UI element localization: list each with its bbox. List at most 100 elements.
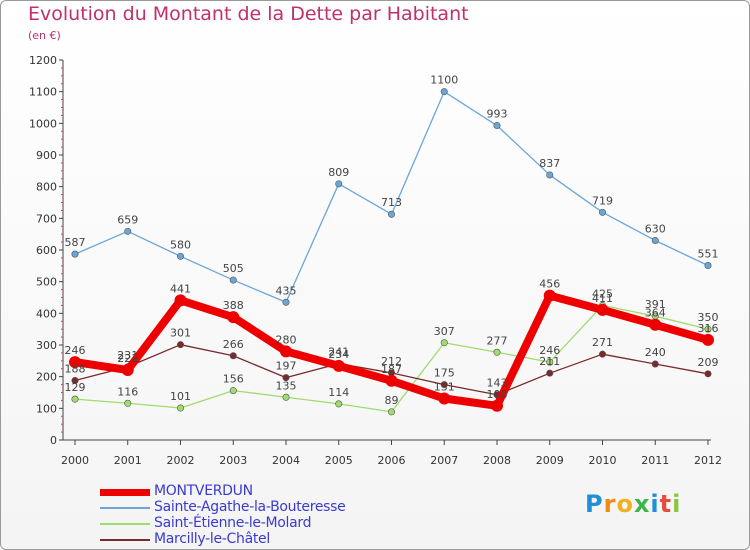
data-label: 156 (223, 373, 244, 386)
data-point (598, 350, 606, 358)
legend-swatch (100, 507, 150, 509)
data-label: 837 (539, 157, 560, 170)
data-point (596, 303, 609, 316)
data-point (438, 392, 451, 405)
x-tick-label: 2011 (641, 454, 669, 467)
legend-label: Sainte-Agathe-la-Bouteresse (154, 499, 346, 515)
x-tick-label: 2001 (114, 454, 142, 467)
data-point (229, 276, 237, 284)
data-label: 246 (65, 344, 86, 357)
data-label: 209 (698, 356, 719, 369)
data-label: 659 (117, 213, 138, 226)
data-label: 388 (223, 299, 244, 312)
logo-letter: o (616, 490, 634, 518)
y-tick-label: 1200 (29, 54, 57, 67)
logo-letter: t (659, 490, 673, 518)
data-label: 719 (592, 194, 613, 207)
data-point (229, 387, 237, 395)
data-label: 116 (117, 385, 138, 398)
data-point (546, 171, 554, 179)
data-point (440, 339, 448, 347)
data-point (282, 393, 290, 401)
data-label: 129 (65, 381, 86, 394)
data-point (229, 352, 237, 360)
data-point (385, 374, 398, 387)
data-label: 441 (170, 282, 191, 295)
y-tick-label: 900 (36, 149, 57, 162)
logo-letter: i (650, 490, 660, 518)
x-tick-label: 2009 (536, 454, 564, 467)
data-label: 241 (328, 346, 349, 359)
data-label: 234 (328, 348, 349, 361)
data-label: 175 (434, 367, 455, 380)
y-tick-label: 800 (36, 181, 57, 194)
data-label: 350 (698, 311, 719, 324)
data-point (651, 237, 659, 245)
x-tick-label: 2004 (272, 454, 300, 467)
data-point (227, 311, 240, 324)
data-point (702, 333, 714, 346)
data-label: 1100 (430, 74, 458, 87)
data-label: 713 (381, 196, 402, 209)
data-label: 131 (434, 381, 455, 394)
data-point (280, 345, 292, 358)
data-label: 435 (276, 284, 297, 297)
data-point (440, 88, 448, 96)
data-point (69, 356, 81, 369)
data-label: 456 (539, 278, 560, 291)
data-point (177, 252, 185, 260)
data-label: 809 (328, 166, 349, 179)
legend-swatch (100, 539, 150, 541)
data-label: 108 (487, 388, 508, 401)
data-point (121, 364, 134, 377)
data-point (335, 400, 343, 408)
data-label: 587 (65, 236, 86, 249)
data-label: 188 (65, 362, 86, 375)
data-label: 211 (539, 355, 560, 368)
data-label: 135 (276, 379, 297, 392)
y-tick-label: 1100 (29, 86, 57, 99)
x-tick-label: 2012 (694, 454, 722, 467)
data-label: 505 (223, 262, 244, 275)
data-label: 301 (170, 327, 191, 340)
data-point (387, 408, 395, 416)
data-label: 101 (170, 390, 191, 403)
data-point (704, 370, 712, 378)
data-label: 89 (385, 394, 399, 407)
y-tick-label: 600 (36, 244, 57, 257)
data-label: 212 (381, 355, 402, 368)
data-label: 246 (539, 344, 560, 357)
data-point (491, 399, 503, 412)
data-point (543, 289, 556, 302)
data-label: 993 (487, 108, 508, 121)
data-point (282, 374, 290, 382)
data-point (332, 359, 345, 372)
chart-title: Evolution du Montant de la Dette par Hab… (28, 3, 469, 25)
data-point (546, 358, 554, 366)
data-label: 630 (645, 223, 666, 236)
y-tick-label: 400 (36, 307, 57, 320)
data-label: 280 (276, 333, 297, 346)
data-label: 411 (592, 292, 613, 305)
data-label: 240 (645, 346, 666, 359)
logo-letter: P (585, 490, 604, 518)
data-point (71, 250, 79, 258)
data-point (598, 208, 606, 216)
logo-letter: i (672, 490, 682, 518)
data-label: 307 (434, 325, 455, 338)
data-point (177, 404, 185, 412)
x-tick-label: 2010 (589, 454, 617, 467)
data-label: 197 (276, 360, 297, 373)
x-tick-label: 2005 (325, 454, 353, 467)
data-point (387, 210, 395, 218)
y-tick-label: 100 (36, 402, 57, 415)
data-label: 187 (381, 363, 402, 376)
x-tick-label: 2006 (378, 454, 406, 467)
data-label: 364 (645, 307, 666, 320)
legend-swatch (100, 489, 150, 496)
data-point (71, 395, 79, 403)
data-point (335, 180, 343, 188)
data-label: 114 (328, 386, 349, 399)
data-point (649, 318, 662, 331)
